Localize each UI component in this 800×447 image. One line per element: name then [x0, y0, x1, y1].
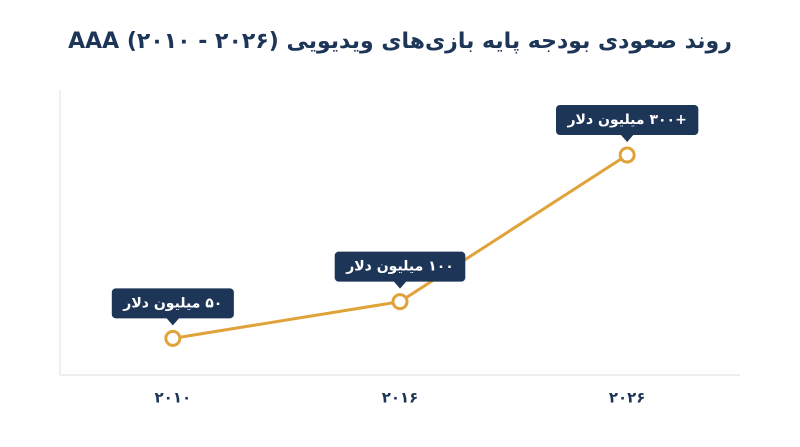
callout-box [334, 251, 466, 282]
data-point [618, 146, 636, 164]
value-label: ۱۰۰ میلیون دلار [345, 259, 454, 275]
value-callout: ۵۰ میلیون دلار [111, 288, 234, 326]
callout-pointer [620, 134, 635, 142]
value-callout: ۱۰۰ میلیون دلار [334, 251, 466, 289]
x-tick-label: ۲۰۱۰ [155, 389, 192, 407]
callout-pointer [393, 280, 407, 289]
x-tick-label: ۲۰۱۶ [382, 389, 419, 407]
data-point [391, 293, 409, 311]
data-point [164, 329, 182, 347]
x-tick-label: ۲۰۲۶ [609, 389, 646, 407]
value-callout: +۳۰۰ میلیون دلار [555, 105, 699, 142]
callout-pointer [165, 317, 180, 326]
callout-box [555, 105, 699, 135]
value-label: +۳۰۰ میلیون دلار [566, 112, 686, 128]
chart-title: روند صعودی بودجه پایه بازی‌های ویدیویی A… [68, 29, 732, 54]
data-line [172, 153, 628, 340]
callout-box [111, 288, 234, 319]
value-label: ۵۰ میلیون دلار [122, 295, 222, 311]
